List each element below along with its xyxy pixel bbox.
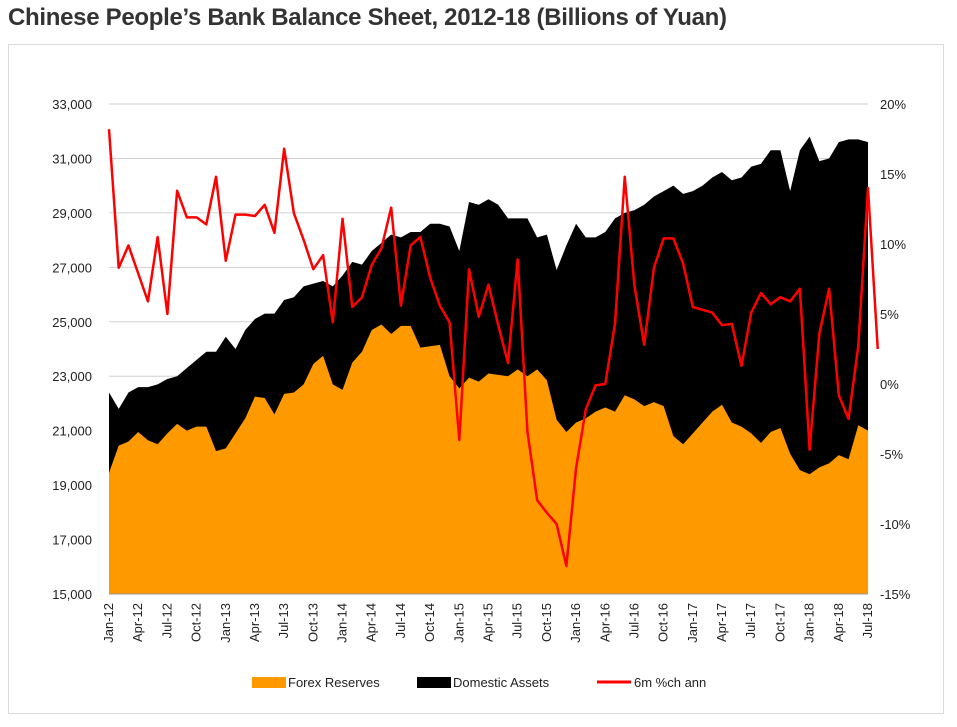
x-tick-label: Jul-15	[510, 603, 525, 638]
x-tick-label: Jul-12	[159, 603, 174, 638]
x-axis: Jan-12 Apr-12 Jul-12 Oct-12 Jan-13 Apr-13 Jul-…	[101, 593, 875, 643]
y-right-tick-label: -15%	[880, 587, 911, 602]
area-forex-reserves	[109, 324, 868, 594]
legend-forex-reserves-label: Forex Reserves	[288, 675, 380, 690]
area-series	[109, 136, 868, 595]
x-tick-label: Oct-12	[189, 603, 204, 642]
legend-forex-reserves-swatch	[252, 677, 286, 688]
y-left-tick-label: 19,000	[52, 478, 92, 493]
y-axis-left: 15,000 17,000 19,000 21,000 23,000 25,000 27,0…	[52, 97, 92, 602]
y-left-tick-label: 33,000	[52, 97, 92, 112]
line-6m-ch-ann	[107, 129, 879, 568]
y-left-tick-label: 29,000	[52, 206, 92, 221]
x-tick-label: Oct-14	[422, 603, 437, 642]
x-tick-label: Apr-15	[481, 603, 496, 642]
x-tick-label: Oct-16	[656, 603, 671, 642]
x-tick-label: Jul-17	[743, 603, 758, 638]
x-tick-label: Jul-18	[860, 603, 875, 638]
chart-frame	[8, 44, 944, 714]
legend-domestic-assets-swatch	[417, 677, 451, 688]
y-left-tick-label: 25,000	[52, 315, 92, 330]
x-tick-label: Jan-14	[335, 603, 350, 643]
x-tick-label: Jul-13	[276, 603, 291, 638]
x-tick-label: Apr-13	[247, 603, 262, 642]
x-tick-label: Jan-18	[802, 603, 817, 643]
x-tick-label: Apr-14	[364, 603, 379, 642]
y-right-tick-label: 10%	[880, 237, 906, 252]
y-right-tick-label: 5%	[880, 307, 899, 322]
x-tick-label: Jul-14	[393, 603, 408, 638]
y-left-tick-label: 17,000	[52, 533, 92, 548]
x-tick-label: Oct-13	[305, 603, 320, 642]
x-tick-label: Jan-16	[568, 603, 583, 643]
y-left-tick-label: 27,000	[52, 260, 92, 275]
x-tick-label: Apr-16	[597, 603, 612, 642]
y-right-tick-label: -10%	[880, 517, 911, 532]
y-left-tick-label: 31,000	[52, 151, 92, 166]
y-right-tick-label: 20%	[880, 97, 906, 112]
legend-domestic-assets-label: Domestic Assets	[453, 675, 550, 690]
x-tick-label: Apr-17	[714, 603, 729, 642]
x-tick-label: Jan-13	[218, 603, 233, 643]
y-right-tick-label: 15%	[880, 167, 906, 182]
legend: Forex Reserves Domestic Assets 6m %ch ann	[252, 675, 706, 690]
x-tick-label: Oct-15	[539, 603, 554, 642]
x-tick-label: Oct-17	[772, 603, 787, 642]
legend-6m-ch-ann-label: 6m %ch ann	[634, 675, 706, 690]
line-series	[107, 129, 879, 568]
x-tick-label: Jan-15	[451, 603, 466, 643]
y-right-tick-label: 0%	[880, 377, 899, 392]
x-tick-label: Jul-16	[626, 603, 641, 638]
x-tick-label: Jan-17	[685, 603, 700, 643]
y-left-tick-label: 15,000	[52, 587, 92, 602]
x-tick-label: Jan-12	[101, 603, 116, 643]
y-right-tick-label: -5%	[880, 447, 904, 462]
y-axis-right: -15% -10% -5% 0% 5% 10% 15% 20%	[880, 97, 911, 602]
y-left-tick-label: 21,000	[52, 424, 92, 439]
x-tick-label: Apr-18	[831, 603, 846, 642]
y-left-tick-label: 23,000	[52, 369, 92, 384]
chart-title: Chinese People’s Bank Balance Sheet, 201…	[8, 4, 727, 31]
x-tick-label: Apr-12	[130, 603, 145, 642]
